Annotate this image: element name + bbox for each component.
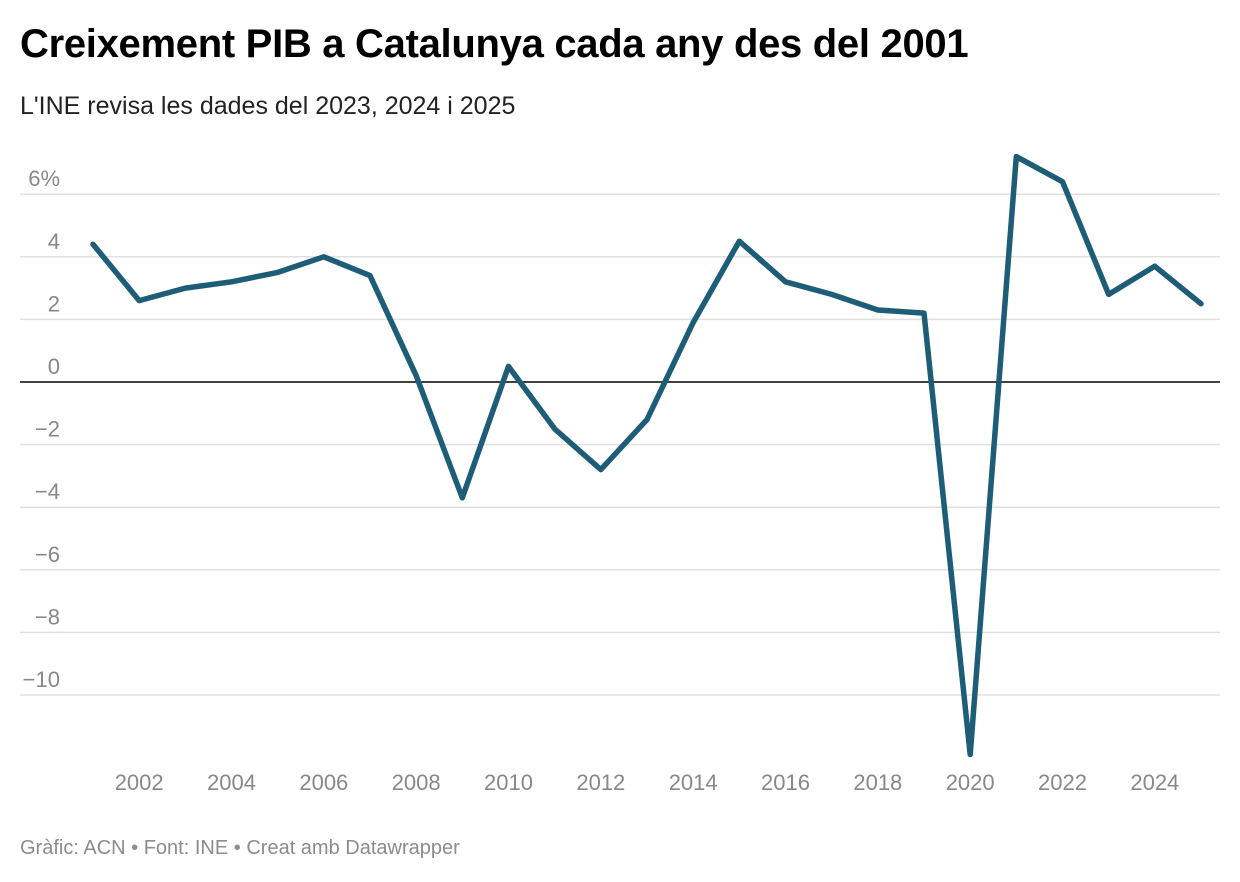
y-axis-ticks: 6% 4 2 0 −2 −4 −6 −8 −10 bbox=[23, 166, 60, 692]
grid-lines bbox=[20, 193, 1220, 696]
y-tick-label: 4 bbox=[48, 229, 60, 254]
x-axis-ticks: 2002 2004 2006 2008 2010 2012 2014 2016 2018 2020… bbox=[115, 770, 1180, 795]
series-line bbox=[90, 153, 1204, 758]
x-tick-label: 2014 bbox=[669, 770, 718, 795]
chart-footer: Gràfic: ACN • Font: INE • Creat amb Data… bbox=[20, 837, 460, 860]
footer-separator-2: • bbox=[233, 837, 241, 859]
x-tick-label: 2010 bbox=[484, 770, 533, 795]
x-tick-label: 2022 bbox=[1038, 770, 1087, 795]
x-tick-label: 2018 bbox=[853, 770, 902, 795]
series-layer bbox=[90, 153, 1204, 758]
x-tick-label: 2012 bbox=[576, 770, 625, 795]
x-tick-label: 2024 bbox=[1130, 770, 1179, 795]
y-tick-label: −8 bbox=[35, 604, 60, 629]
y-tick-label: −4 bbox=[35, 479, 60, 504]
y-tick-label: −10 bbox=[23, 667, 60, 692]
x-tick-label: 2016 bbox=[761, 770, 810, 795]
y-tick-label: −2 bbox=[35, 417, 60, 442]
footer-separator-1: • bbox=[131, 837, 139, 859]
footer-credit: Gràfic: ACN bbox=[20, 837, 126, 859]
footer-source: Font: INE bbox=[143, 837, 229, 859]
x-tick-label: 2008 bbox=[392, 770, 441, 795]
y-tick-label: −6 bbox=[35, 542, 60, 567]
chart-title: Creixement PIB a Catalunya cada any des … bbox=[20, 22, 969, 66]
y-tick-label: 0 bbox=[48, 354, 60, 379]
footer-tool: Creat amb Datawrapper bbox=[246, 837, 460, 859]
x-tick-label: 2004 bbox=[207, 770, 256, 795]
chart-subtitle: L'INE revisa les dades del 2023, 2024 i … bbox=[20, 92, 516, 120]
x-tick-label: 2020 bbox=[946, 770, 995, 795]
x-tick-label: 2006 bbox=[299, 770, 348, 795]
y-tick-label: 2 bbox=[48, 291, 60, 316]
x-tick-label: 2002 bbox=[115, 770, 164, 795]
y-tick-label: 6% bbox=[28, 166, 60, 191]
